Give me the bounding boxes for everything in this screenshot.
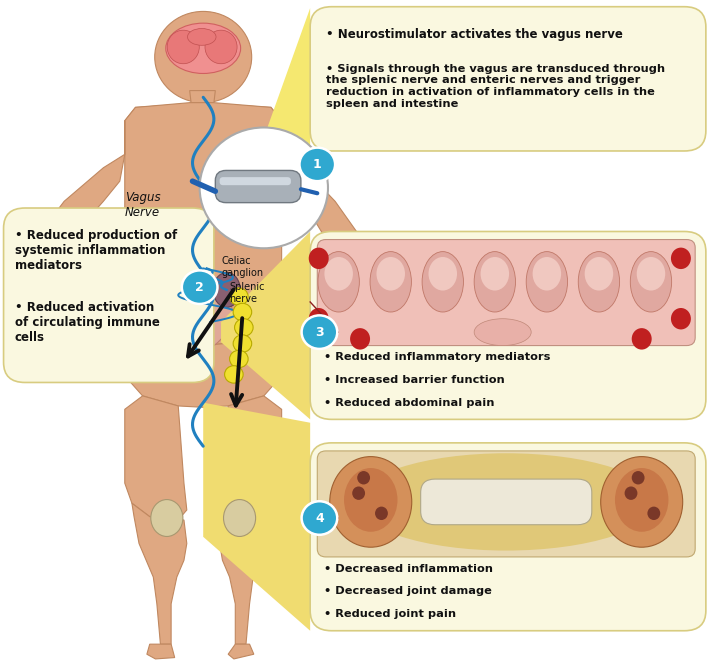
Ellipse shape: [578, 252, 620, 312]
FancyBboxPatch shape: [310, 231, 706, 419]
Ellipse shape: [224, 499, 255, 537]
Text: 1: 1: [313, 158, 322, 171]
Polygon shape: [221, 231, 310, 419]
Polygon shape: [190, 91, 215, 103]
Polygon shape: [147, 644, 175, 659]
Circle shape: [230, 288, 248, 305]
Ellipse shape: [188, 29, 216, 46]
Ellipse shape: [128, 275, 214, 349]
Ellipse shape: [356, 454, 656, 550]
Text: • Neurostimulator activates the vagus nerve: • Neurostimulator activates the vagus ne…: [326, 28, 622, 41]
Ellipse shape: [370, 252, 411, 312]
Text: • Increased barrier function: • Increased barrier function: [324, 375, 506, 385]
Circle shape: [302, 501, 337, 535]
Circle shape: [225, 366, 243, 383]
FancyBboxPatch shape: [4, 208, 214, 382]
Ellipse shape: [647, 507, 660, 520]
Circle shape: [233, 335, 252, 352]
Ellipse shape: [375, 507, 388, 520]
Ellipse shape: [376, 257, 405, 291]
Text: 4: 4: [315, 511, 324, 525]
Ellipse shape: [324, 257, 353, 291]
Text: • Decreased inflammation: • Decreased inflammation: [324, 564, 493, 574]
Ellipse shape: [139, 289, 153, 309]
Ellipse shape: [474, 319, 531, 346]
FancyBboxPatch shape: [215, 170, 301, 203]
Circle shape: [182, 270, 217, 304]
Circle shape: [230, 350, 248, 368]
FancyBboxPatch shape: [310, 7, 706, 151]
Ellipse shape: [615, 468, 669, 531]
Ellipse shape: [601, 456, 682, 548]
Ellipse shape: [134, 319, 148, 339]
Text: Vagus
Nerve: Vagus Nerve: [125, 191, 160, 219]
Polygon shape: [228, 644, 254, 659]
Ellipse shape: [165, 23, 240, 74]
Circle shape: [233, 303, 252, 321]
Ellipse shape: [637, 257, 665, 291]
Text: • Reduced abdominal pain: • Reduced abdominal pain: [324, 398, 495, 408]
Ellipse shape: [585, 257, 613, 291]
Polygon shape: [220, 396, 282, 520]
Ellipse shape: [632, 328, 652, 350]
Ellipse shape: [526, 252, 568, 312]
Polygon shape: [4, 295, 46, 359]
Ellipse shape: [318, 252, 359, 312]
Ellipse shape: [350, 328, 370, 350]
Text: • Signals through the vagus are transduced through
the splenic nerve and enteric: • Signals through the vagus are transduc…: [326, 64, 665, 109]
Ellipse shape: [422, 252, 463, 312]
Text: Celiac
ganglion: Celiac ganglion: [221, 256, 263, 278]
Polygon shape: [342, 289, 389, 357]
Ellipse shape: [671, 308, 691, 329]
Polygon shape: [264, 8, 310, 242]
Polygon shape: [282, 121, 378, 325]
FancyBboxPatch shape: [317, 240, 695, 346]
Ellipse shape: [357, 471, 370, 484]
Text: • Reduced inflammatory mediators: • Reduced inflammatory mediators: [324, 352, 550, 362]
Ellipse shape: [121, 266, 232, 357]
Polygon shape: [220, 503, 275, 644]
Ellipse shape: [352, 486, 365, 500]
Text: Splenic
nerve: Splenic nerve: [230, 282, 265, 304]
Polygon shape: [125, 322, 282, 407]
FancyBboxPatch shape: [220, 177, 291, 185]
Circle shape: [302, 315, 337, 349]
Ellipse shape: [625, 486, 637, 500]
Text: 2: 2: [195, 280, 204, 294]
Polygon shape: [203, 403, 310, 631]
Text: • Decreased joint damage: • Decreased joint damage: [324, 586, 492, 597]
Ellipse shape: [167, 30, 199, 64]
Ellipse shape: [329, 456, 412, 548]
Text: 3: 3: [315, 325, 324, 339]
Ellipse shape: [632, 471, 645, 484]
Polygon shape: [125, 103, 282, 181]
Text: • Reduced activation
of circulating immune
cells: • Reduced activation of circulating immu…: [15, 301, 160, 344]
Circle shape: [299, 148, 335, 181]
Ellipse shape: [213, 272, 240, 307]
Ellipse shape: [429, 257, 457, 291]
FancyBboxPatch shape: [310, 443, 706, 631]
Polygon shape: [125, 103, 282, 346]
Polygon shape: [14, 121, 125, 329]
Text: • Reduced production of
systemic inflammation
mediators: • Reduced production of systemic inflamm…: [15, 229, 178, 272]
Text: • Reduced joint pain: • Reduced joint pain: [324, 609, 456, 619]
FancyBboxPatch shape: [317, 451, 695, 557]
Ellipse shape: [630, 252, 672, 312]
Polygon shape: [125, 396, 187, 520]
Circle shape: [200, 127, 328, 248]
FancyBboxPatch shape: [421, 479, 592, 525]
Circle shape: [155, 11, 252, 103]
Polygon shape: [132, 503, 187, 644]
Ellipse shape: [344, 468, 398, 531]
Ellipse shape: [205, 30, 237, 64]
Ellipse shape: [481, 257, 509, 291]
Ellipse shape: [671, 248, 691, 269]
Ellipse shape: [309, 248, 329, 269]
Ellipse shape: [132, 282, 146, 302]
Ellipse shape: [474, 252, 515, 312]
Ellipse shape: [533, 257, 561, 291]
Ellipse shape: [151, 499, 183, 537]
Circle shape: [235, 319, 253, 336]
Ellipse shape: [309, 308, 329, 329]
